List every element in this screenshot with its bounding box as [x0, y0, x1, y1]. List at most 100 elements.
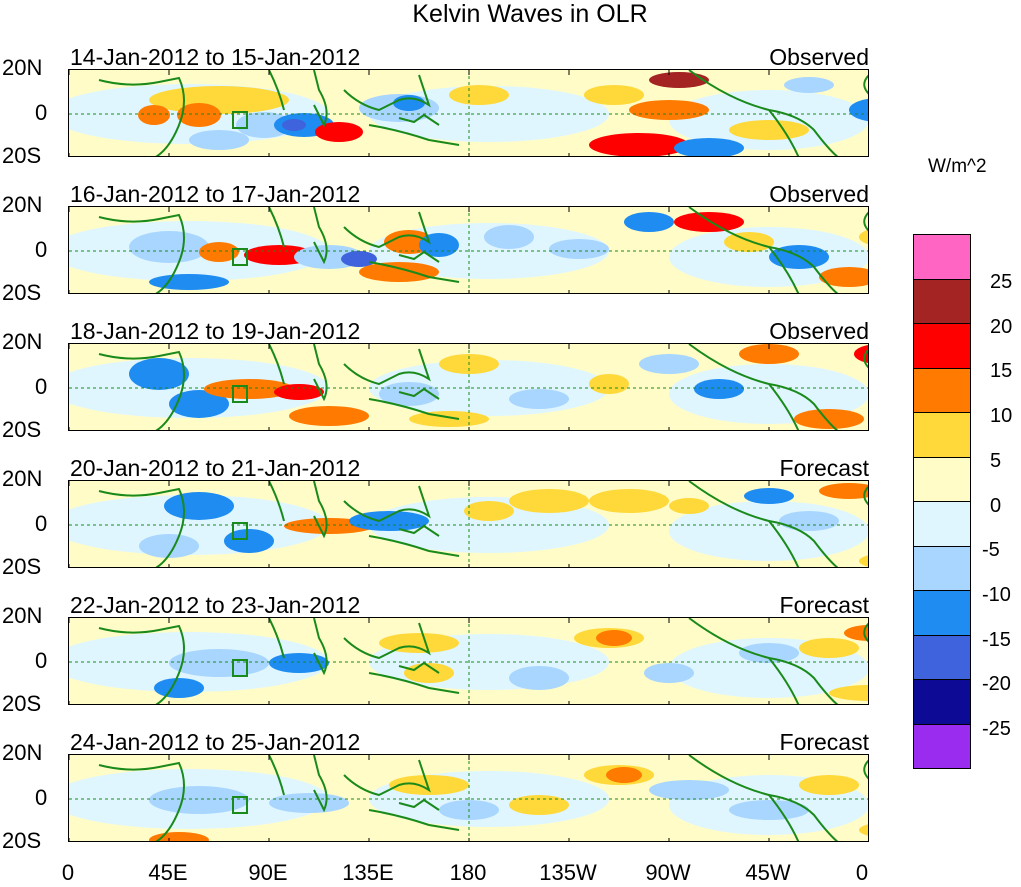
- colorbar-label: -5: [982, 539, 1000, 562]
- map-panel-6: [68, 754, 869, 842]
- lat-label: 0: [35, 100, 48, 125]
- colorbar-swatch: [913, 723, 971, 769]
- panel-type-label: Forecast: [779, 592, 869, 618]
- coastline: [313, 344, 328, 402]
- region-box: [232, 385, 248, 403]
- coastline: [313, 755, 328, 813]
- map-panel-5: [68, 617, 869, 705]
- coastline: [398, 250, 440, 263]
- anomaly-contour: [484, 225, 534, 249]
- coastline: [268, 344, 285, 385]
- anomaly-contour: [169, 649, 269, 677]
- anomaly-contour: [154, 678, 204, 698]
- coastline: [313, 207, 328, 265]
- anomaly-contour: [139, 534, 199, 558]
- anomaly-contour: [269, 793, 349, 813]
- coastline: [343, 485, 431, 523]
- coastline: [863, 759, 868, 780]
- coastline: [313, 70, 328, 128]
- anomaly-contour: [199, 242, 239, 262]
- colorbar-swatch: [913, 456, 971, 502]
- colorbar-label: -20: [982, 673, 1011, 696]
- lat-label: 20S: [2, 691, 42, 716]
- anomaly-contour: [359, 262, 439, 282]
- anomaly-contour: [859, 229, 868, 245]
- panel-period-label: 16-Jan-2012 to 17-Jan-2012: [70, 181, 361, 207]
- anomaly-contour: [844, 625, 868, 641]
- coastline: [368, 261, 460, 283]
- anomaly-contour: [729, 800, 809, 820]
- lat-label: 0: [35, 785, 48, 810]
- units-label: W/m^2: [928, 156, 987, 177]
- anomaly-contour: [739, 643, 799, 663]
- anomaly-contour: [224, 529, 274, 553]
- anomaly-contour: [584, 85, 644, 105]
- coastline: [398, 661, 440, 674]
- colorbar-swatch: [913, 234, 971, 280]
- anomaly-contour: [341, 251, 377, 267]
- olr-anomaly-map: [69, 618, 868, 704]
- colorbar-label: 5: [990, 449, 1002, 472]
- anomaly-contour: [674, 138, 744, 156]
- anomaly-contour: [596, 630, 632, 646]
- colorbar-swatch: [913, 323, 971, 369]
- map-panel-3: [68, 343, 869, 431]
- panel-period-label: 24-Jan-2012 to 25-Jan-2012: [70, 729, 361, 755]
- colorbar-label: 0: [990, 494, 1002, 517]
- anomaly-contour: [149, 786, 249, 814]
- panel-type-label: Forecast: [779, 455, 869, 481]
- lon-label-90e: 90E: [248, 860, 288, 885]
- lat-label: 0: [35, 237, 48, 262]
- lat-label: 20N: [2, 740, 43, 765]
- coastline: [98, 76, 185, 156]
- coastline: [368, 672, 460, 694]
- coastline: [343, 348, 431, 386]
- anomaly-contour: [409, 411, 489, 427]
- coastline: [98, 624, 185, 704]
- anomaly-contour: [849, 98, 868, 122]
- anomaly-contour: [315, 122, 363, 142]
- map-panel-2: [68, 206, 869, 294]
- anomaly-contour: [794, 409, 864, 429]
- coastline: [313, 618, 328, 676]
- panel-type-label: Observed: [769, 181, 869, 207]
- coastline: [343, 622, 431, 660]
- anomaly-contour: [236, 112, 292, 138]
- colorbar-swatch: [913, 545, 971, 591]
- colorbar: [913, 234, 971, 769]
- panel-type-label: Observed: [769, 44, 869, 70]
- anomaly-contour: [589, 489, 669, 513]
- coastline: [368, 535, 460, 557]
- lat-label: 20S: [2, 554, 42, 579]
- colorbar-label: 25: [990, 271, 1013, 293]
- anomaly-contour: [204, 379, 294, 399]
- lat-label: 0: [35, 374, 48, 399]
- anomaly-contour: [744, 488, 794, 504]
- region-box: [232, 111, 248, 129]
- anomaly-contour: [649, 72, 709, 88]
- chart-title: Kelvin Waves in OLR: [412, 0, 648, 28]
- anomaly-contour: [779, 511, 839, 531]
- coastline: [98, 761, 185, 841]
- lat-label: 20S: [2, 828, 42, 853]
- anomaly-contour: [189, 130, 249, 150]
- lat-label: 20N: [2, 192, 43, 217]
- panel-type-label: Observed: [769, 318, 869, 344]
- anomaly-contour: [739, 344, 799, 364]
- colorbar-label: 10: [990, 405, 1013, 428]
- coastline: [268, 481, 285, 522]
- anomaly-contour: [829, 685, 868, 701]
- anomaly-contour: [589, 133, 689, 156]
- anomaly-contour: [138, 105, 170, 125]
- coastline: [343, 211, 431, 249]
- map-panel-1: [68, 69, 869, 157]
- region-box: [232, 659, 248, 677]
- colorbar-swatch: [913, 412, 971, 458]
- lat-label: 20N: [2, 329, 43, 354]
- anomaly-contour: [164, 492, 234, 520]
- colorbar-swatch: [913, 367, 971, 413]
- coastline: [863, 622, 868, 643]
- coastline: [398, 798, 440, 811]
- anomaly-contour: [724, 232, 774, 252]
- region-box: [232, 522, 248, 540]
